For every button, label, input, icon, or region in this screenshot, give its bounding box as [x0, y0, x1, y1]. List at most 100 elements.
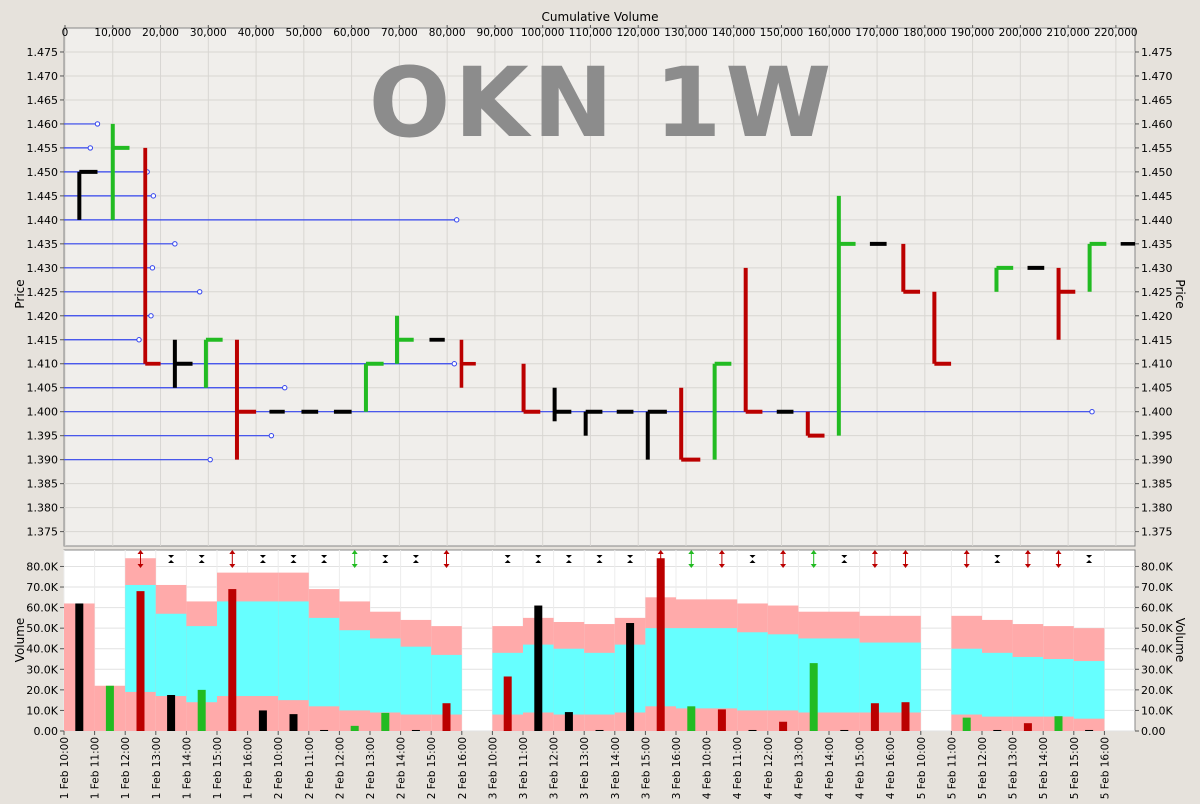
direction-marker	[841, 555, 848, 563]
price-bar	[679, 387, 701, 462]
direction-marker	[657, 550, 664, 568]
time-tick-label: 11 Feb 13:00	[151, 737, 163, 800]
price-tick-label: 1.385	[27, 478, 59, 491]
marker-arrow	[443, 564, 450, 568]
marker-arrow	[994, 560, 1001, 563]
volume-axis-title-left: Volume	[13, 618, 27, 663]
volume-bar	[381, 712, 390, 731]
volume-band-inner	[278, 601, 309, 701]
price-axis-title-left: Price	[13, 279, 27, 308]
volume-tick-label: 30.0K	[26, 663, 58, 676]
marker-arrow	[382, 555, 389, 558]
volume-bar	[1023, 723, 1032, 731]
marker-arrow	[321, 555, 328, 558]
price-tick-label: 1.470	[27, 70, 59, 83]
marker-arrow	[810, 564, 817, 568]
price-tick-label: 1.455	[1141, 142, 1173, 155]
price-tick-label: 1.475	[27, 46, 59, 59]
direction-marker	[627, 555, 634, 563]
vap-endpoint	[197, 289, 203, 295]
volume-band-inner	[767, 634, 799, 711]
volume-bar	[687, 706, 696, 731]
direction-marker	[902, 550, 909, 568]
volume-band-inner	[400, 646, 432, 715]
price-tick-label: 1.455	[27, 142, 59, 155]
volume-band-inner	[370, 638, 401, 713]
volume-at-price-lines	[64, 121, 1095, 463]
direction-marker	[198, 555, 205, 563]
cumulative-volume-axis: 0 10,000 20,000 30,000 40,000 50,000 60,000 70,…	[62, 25, 1138, 39]
cumvol-tick-label: 170,000	[855, 27, 898, 39]
time-tick-label: 15 Feb 12:00	[977, 737, 989, 800]
price-bar	[712, 361, 732, 460]
price-tick-label: 1.390	[27, 454, 59, 467]
time-tick-label: 15 Feb 16:00	[1099, 737, 1111, 800]
cumvol-tick-label: 100,000	[521, 27, 564, 39]
marker-arrow	[902, 550, 909, 554]
marker-arrow	[259, 560, 266, 563]
price-bar	[836, 195, 856, 436]
volume-bar	[136, 591, 145, 731]
marker-arrow	[198, 560, 205, 563]
price-tick-label: 1.410	[1141, 358, 1173, 371]
marker-arrow	[963, 564, 970, 568]
marker-arrow	[1024, 550, 1031, 554]
volume-axis-right: 0.00 10.0K 20.0K 30.0K 40.0K 50.0K 60.0K 70.0K 8…	[1135, 560, 1173, 738]
volume-band-inner	[186, 626, 217, 703]
marker-arrow	[994, 555, 1001, 558]
time-tick-label: 13 Feb 16:00	[671, 737, 683, 800]
vap-endpoint	[453, 217, 460, 223]
time-tick-label: 15 Feb 14:00	[1038, 737, 1050, 800]
price-tick-label: 1.465	[27, 94, 59, 107]
vap-endpoint	[207, 456, 213, 463]
direction-marker	[535, 555, 542, 563]
volume-bar	[167, 695, 176, 731]
price-bar	[143, 147, 161, 366]
price-axis-left: 1.375 1.380 1.385 1.390 1.395 1.400 1.405 1.410…	[27, 46, 64, 539]
marker-arrow	[627, 560, 634, 563]
volume-tick-label: 70.0K	[26, 581, 58, 594]
volume-bar	[748, 729, 757, 731]
marker-arrow	[749, 560, 756, 563]
time-tick-label: 13 Feb 15:00	[640, 737, 652, 800]
marker-arrow	[351, 564, 358, 568]
time-tick-label: 12 Feb 14:00	[396, 737, 408, 800]
cumvol-tick-label: 130,000	[664, 27, 707, 39]
price-tick-label: 1.400	[1141, 406, 1173, 419]
price-tick-label: 1.380	[1141, 502, 1173, 515]
time-tick-label: 14 Feb 12:00	[763, 737, 775, 800]
marker-arrow	[718, 550, 725, 554]
marker-arrow	[504, 555, 511, 558]
cumvol-tick-label: 0	[62, 27, 69, 39]
time-tick-label: 12 Feb 11:00	[304, 737, 316, 800]
marker-arrow	[657, 564, 664, 568]
volume-bar	[350, 725, 359, 731]
marker-arrow	[168, 555, 175, 558]
time-tick-label: 12 Feb 13:00	[365, 737, 377, 800]
marker-arrow	[1055, 550, 1062, 554]
price-tick-label: 1.410	[27, 358, 59, 371]
direction-markers	[137, 550, 1093, 568]
volume-tick-label: 60.0K	[1141, 602, 1173, 615]
vap-endpoint	[268, 432, 275, 439]
direction-marker	[963, 550, 970, 568]
time-tick-label: 14 Feb 10:00	[702, 737, 714, 800]
marker-arrow	[902, 564, 909, 568]
marker-arrow	[412, 555, 419, 558]
direction-marker	[718, 550, 725, 568]
volume-band-inner	[1043, 659, 1074, 717]
price-bar	[1056, 267, 1076, 340]
price-bar	[901, 243, 921, 294]
volume-tick-label: 60.0K	[26, 602, 58, 615]
x-axis-title: Cumulative Volume	[542, 10, 659, 24]
volume-band-inner	[553, 648, 585, 715]
volume-band-inner	[951, 648, 982, 715]
price-bar	[394, 315, 414, 364]
time-axis: 11 Feb 10:00 11 Feb 11:00 11 Feb 12:00 11 F…	[59, 731, 1111, 804]
price-bar	[805, 411, 825, 438]
marker-arrow	[841, 555, 848, 558]
price-tick-label: 1.405	[27, 382, 59, 395]
price-tick-label: 1.445	[1141, 190, 1173, 203]
